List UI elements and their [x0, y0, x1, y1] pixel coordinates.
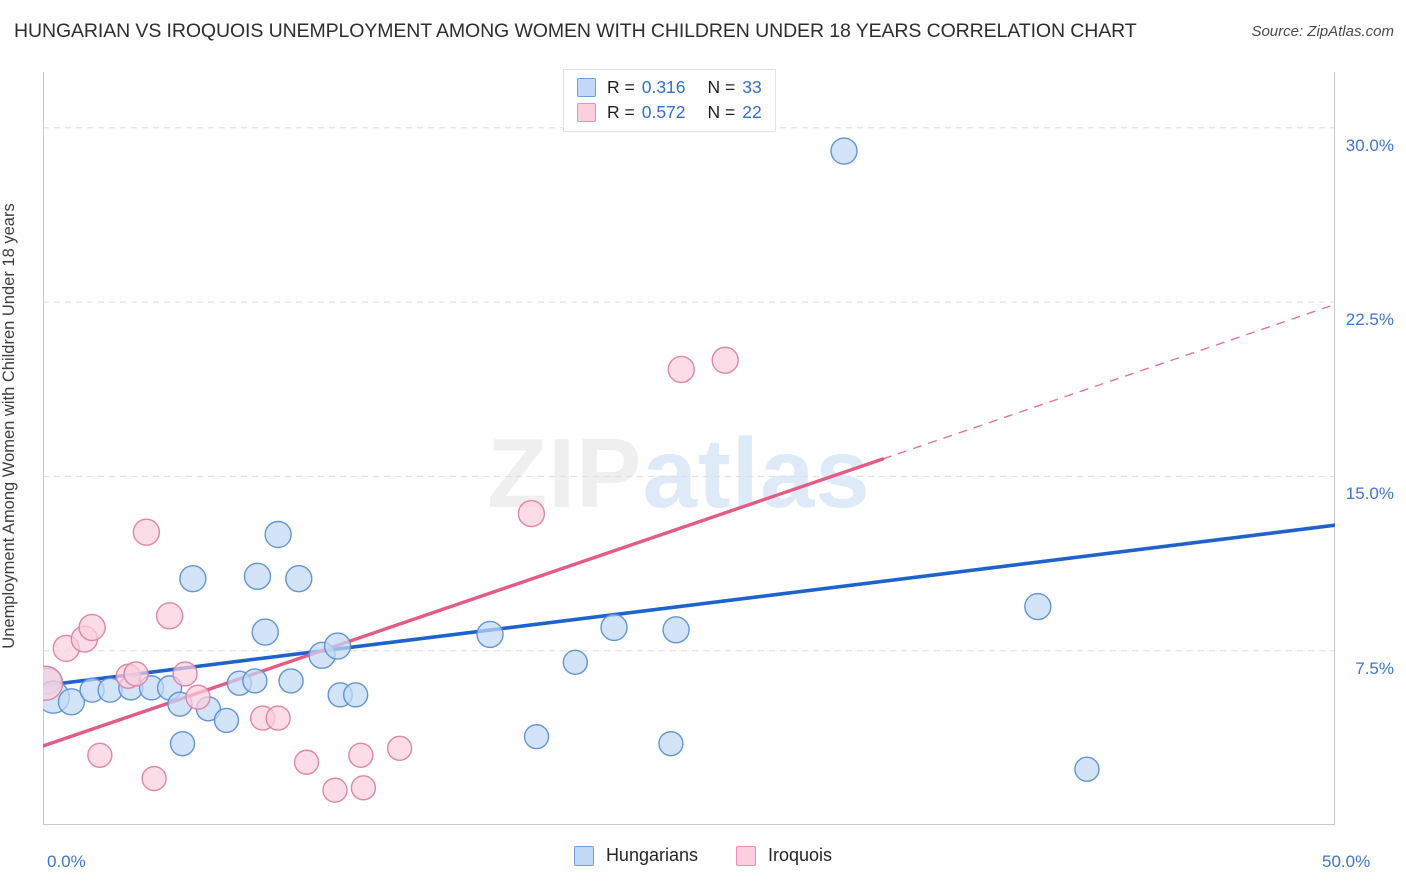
source-attribution: Source: ZipAtlas.com — [1251, 23, 1394, 40]
data-point[interactable] — [57, 688, 86, 716]
scatter-plot-svg — [43, 72, 1335, 825]
y-axis-tick-label: 15.0% — [1345, 484, 1394, 504]
data-point[interactable] — [662, 616, 690, 644]
page-title: HUNGARIAN VS IROQUOIS UNEMPLOYMENT AMONG… — [14, 20, 1137, 42]
y-axis-tick-label: 7.5% — [1355, 658, 1394, 678]
data-point[interactable] — [251, 618, 279, 646]
data-point[interactable] — [285, 564, 313, 593]
x-axis-max-label: 50.0% — [1322, 852, 1371, 871]
series-legend-label-hungarians: Hungarians — [605, 845, 698, 865]
r-label-iroquois: R = — [607, 102, 635, 122]
data-point[interactable] — [141, 765, 167, 792]
data-point[interactable] — [179, 564, 207, 593]
series-legend-item-iroquois[interactable]: Iroquois — [736, 845, 832, 866]
data-point[interactable] — [169, 730, 196, 757]
data-point[interactable] — [78, 613, 106, 642]
data-point[interactable] — [243, 562, 272, 591]
data-point[interactable] — [185, 684, 211, 710]
data-point[interactable] — [562, 649, 589, 676]
series-points-iroquois — [43, 346, 739, 803]
correlation-stats-legend: R = 0.316 N = 33 R = 0.572 N = 22 — [563, 69, 776, 132]
data-point[interactable] — [242, 668, 268, 694]
y-axis-title-text: Unemployment Among Women with Children U… — [0, 203, 18, 649]
data-point[interactable] — [517, 499, 546, 528]
data-point[interactable] — [386, 735, 413, 762]
n-label-iroquois: N = — [707, 102, 736, 122]
series-swatch-hungarians-icon — [573, 845, 594, 866]
data-point[interactable] — [123, 661, 149, 687]
trendline-projection-iroquois — [882, 303, 1335, 460]
data-point[interactable] — [1074, 756, 1100, 782]
data-point[interactable] — [293, 749, 320, 775]
r-value-hungarians: 0.316 — [641, 77, 686, 97]
data-point[interactable] — [600, 613, 628, 642]
n-value-iroquois: 22 — [742, 102, 762, 122]
r-value-iroquois: 0.572 — [641, 102, 686, 122]
data-point[interactable] — [87, 742, 113, 768]
y-axis-tick-label: 22.5% — [1345, 310, 1394, 330]
data-point[interactable] — [342, 682, 369, 708]
series-swatch-iroquois-icon — [736, 845, 756, 866]
data-point[interactable] — [264, 520, 292, 549]
legend-swatch-iroquois-icon — [577, 103, 596, 122]
stats-row-iroquois: R = 0.572 N = 22 — [577, 102, 762, 123]
data-point[interactable] — [322, 777, 348, 803]
data-point[interactable] — [830, 137, 858, 165]
data-point[interactable] — [172, 661, 198, 687]
data-point[interactable] — [265, 705, 291, 731]
series-points-hungarians — [43, 137, 1100, 782]
r-label-hungarians: R = — [607, 77, 635, 97]
y-axis-title: Unemployment Among Women with Children U… — [0, 0, 19, 892]
trendline-hungarians — [43, 523, 1335, 688]
plot-area: ZIPatlas — [43, 72, 1335, 825]
series-legend-item-hungarians[interactable]: Hungarians — [573, 845, 698, 866]
stats-row-hungarians: R = 0.316 N = 33 — [577, 77, 762, 98]
data-point[interactable] — [43, 665, 64, 701]
data-point[interactable] — [350, 775, 377, 801]
data-point[interactable] — [278, 668, 304, 694]
data-point[interactable] — [348, 742, 374, 768]
data-point[interactable] — [711, 346, 739, 374]
series-legend-label-iroquois: Iroquois — [768, 845, 833, 865]
data-point[interactable] — [1024, 592, 1052, 621]
data-point[interactable] — [667, 355, 695, 384]
series-legend: Hungarians Iroquois — [0, 845, 1406, 866]
x-axis-min-label: 0.0% — [47, 852, 86, 871]
data-point[interactable] — [658, 730, 684, 757]
data-point[interactable] — [213, 707, 240, 734]
legend-swatch-hungarians-icon — [577, 78, 596, 97]
data-point[interactable] — [132, 518, 161, 546]
n-value-hungarians: 33 — [742, 77, 762, 97]
y-axis-tick-label: 30.0% — [1345, 135, 1394, 155]
data-point[interactable] — [523, 723, 550, 750]
data-point[interactable] — [323, 632, 352, 660]
data-point[interactable] — [476, 620, 504, 649]
n-label-hungarians: N = — [707, 77, 736, 97]
data-point[interactable] — [155, 602, 184, 630]
